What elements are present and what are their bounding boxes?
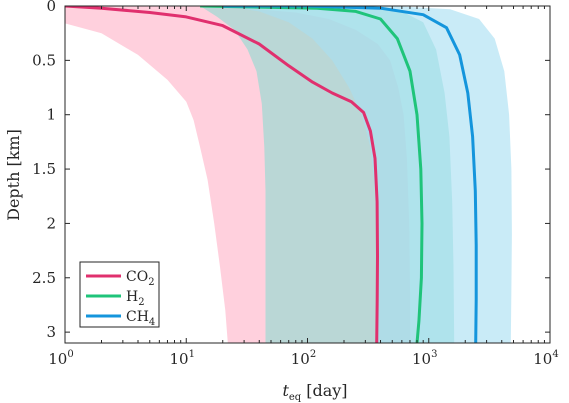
y-tick-label-2: 1 [46, 106, 56, 124]
series-lines [65, 6, 478, 343]
x-tick-label-1: 101 [170, 349, 195, 368]
series-line-2 [222, 6, 478, 343]
y-tick-label-4: 2 [46, 214, 56, 232]
y-tick-label-1: 0.5 [32, 51, 56, 69]
x-tick-label-0: 100 [48, 349, 73, 368]
uncertainty-bands [65, 6, 512, 343]
legend-label-1: H2 [126, 289, 145, 308]
y-tick-label-3: 1.5 [32, 160, 56, 178]
y-tick-label-5: 2.5 [32, 269, 56, 287]
axis-ticks [64, 5, 551, 343]
band-2 [222, 6, 512, 343]
legend-label-0: CO2 [126, 269, 155, 288]
x-tick-labels: 100 101 102 103 104 [48, 349, 558, 368]
y-tick-labels: 0 0.5 1 1.5 2 2.5 3 [32, 0, 56, 341]
y-tick-label-6: 3 [46, 323, 56, 341]
series-line-1 [200, 6, 424, 343]
x-tick-label-4: 104 [533, 349, 558, 368]
series-line-0 [65, 6, 379, 343]
x-tick-label-2: 102 [291, 349, 316, 368]
y-axis-label: Depth [km] [4, 129, 23, 221]
x-axis-label: teq [day] [282, 381, 347, 403]
y-tick-label-0: 0 [46, 0, 56, 15]
x-tick-label-3: 103 [412, 349, 437, 368]
legend-label-2: CH4 [126, 309, 155, 328]
